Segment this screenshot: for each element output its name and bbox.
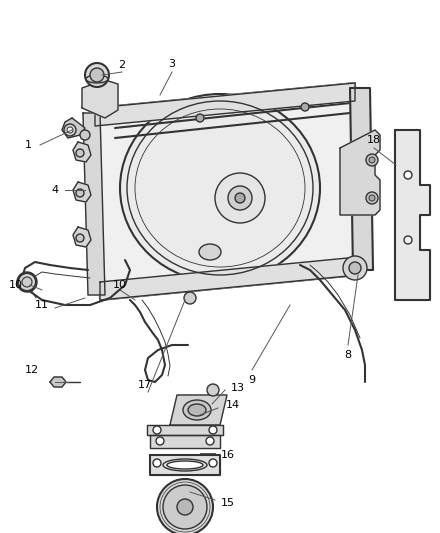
Ellipse shape <box>183 400 211 420</box>
Text: 15: 15 <box>221 498 235 508</box>
Polygon shape <box>395 130 430 300</box>
Polygon shape <box>350 88 373 270</box>
Circle shape <box>17 272 37 292</box>
Circle shape <box>22 277 32 287</box>
Ellipse shape <box>86 75 108 83</box>
Circle shape <box>209 426 217 434</box>
Circle shape <box>366 192 378 204</box>
Text: 10: 10 <box>9 280 23 290</box>
Circle shape <box>228 186 252 210</box>
Polygon shape <box>100 257 358 300</box>
Text: 10: 10 <box>113 280 127 290</box>
Polygon shape <box>95 83 355 126</box>
Polygon shape <box>50 377 66 387</box>
Text: 13: 13 <box>231 383 245 393</box>
Circle shape <box>76 189 84 197</box>
Text: 11: 11 <box>35 300 49 310</box>
Ellipse shape <box>120 94 320 282</box>
Circle shape <box>215 173 265 223</box>
Text: 4: 4 <box>51 185 59 195</box>
Text: 16: 16 <box>221 450 235 460</box>
Polygon shape <box>95 83 358 300</box>
Ellipse shape <box>188 404 206 416</box>
Polygon shape <box>83 113 105 295</box>
Circle shape <box>67 127 73 133</box>
Polygon shape <box>82 80 118 118</box>
Polygon shape <box>73 227 91 247</box>
Polygon shape <box>150 455 220 475</box>
Circle shape <box>366 154 378 166</box>
Circle shape <box>404 171 412 179</box>
Text: 14: 14 <box>226 400 240 410</box>
Text: 8: 8 <box>345 350 352 360</box>
Ellipse shape <box>167 461 203 469</box>
Circle shape <box>369 157 375 163</box>
Circle shape <box>343 256 367 280</box>
Circle shape <box>156 437 164 445</box>
Polygon shape <box>150 435 220 448</box>
Circle shape <box>90 68 104 82</box>
Circle shape <box>404 236 412 244</box>
Circle shape <box>369 195 375 201</box>
Circle shape <box>76 234 84 242</box>
Text: 17: 17 <box>138 380 152 390</box>
Circle shape <box>153 459 161 467</box>
Circle shape <box>349 262 361 274</box>
Circle shape <box>153 426 161 434</box>
Ellipse shape <box>199 244 221 260</box>
Ellipse shape <box>163 459 207 471</box>
Circle shape <box>64 124 76 136</box>
Circle shape <box>85 63 109 87</box>
Circle shape <box>163 485 207 529</box>
Circle shape <box>196 114 204 122</box>
Circle shape <box>76 149 84 157</box>
Circle shape <box>301 103 309 111</box>
Polygon shape <box>62 118 85 138</box>
Text: 1: 1 <box>25 140 32 150</box>
Text: 9: 9 <box>249 375 256 385</box>
Text: 3: 3 <box>169 59 176 69</box>
Circle shape <box>157 479 213 533</box>
Circle shape <box>235 193 245 203</box>
Text: 12: 12 <box>25 365 39 375</box>
Circle shape <box>207 384 219 396</box>
Circle shape <box>206 437 214 445</box>
Text: 2: 2 <box>118 60 125 70</box>
Polygon shape <box>73 182 91 202</box>
Text: 18: 18 <box>367 135 381 145</box>
Polygon shape <box>73 142 91 162</box>
Polygon shape <box>147 425 223 435</box>
Circle shape <box>177 499 193 515</box>
Circle shape <box>80 130 90 140</box>
Polygon shape <box>170 395 227 425</box>
Polygon shape <box>340 130 380 215</box>
Circle shape <box>209 459 217 467</box>
Circle shape <box>184 292 196 304</box>
